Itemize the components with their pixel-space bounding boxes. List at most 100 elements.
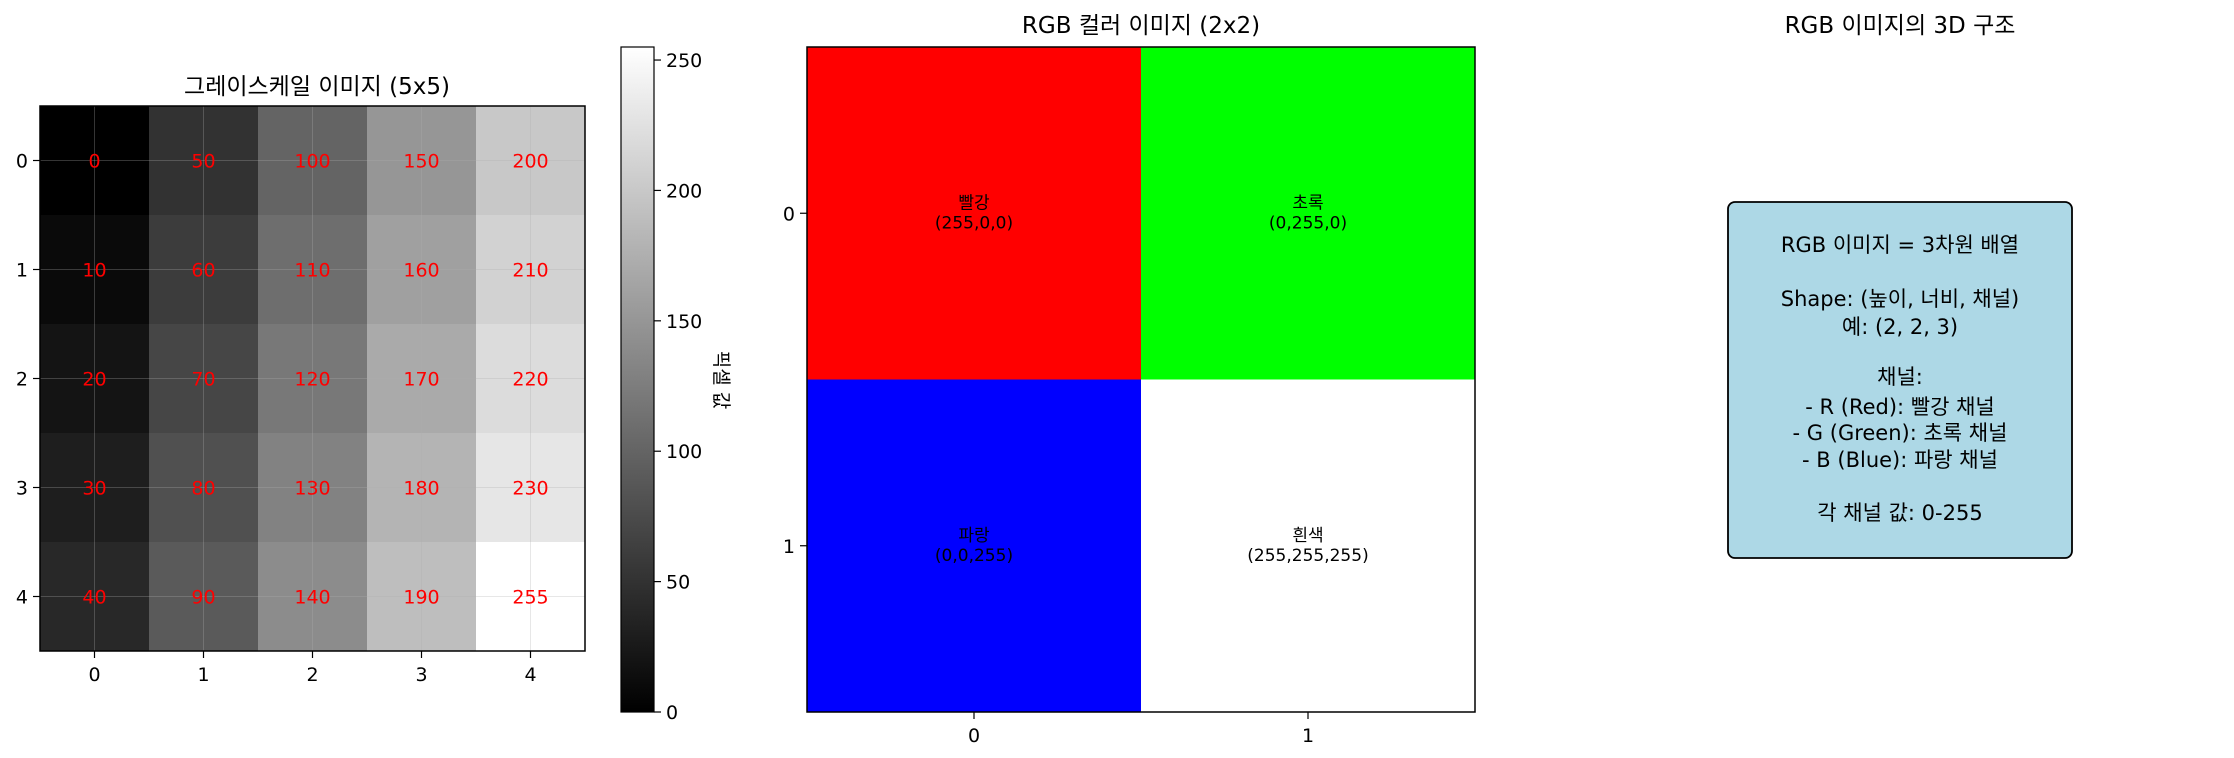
gray-cell: [258, 215, 368, 325]
gray-cell-label: 220: [512, 369, 548, 391]
colorbar-tick-label: 0: [666, 702, 678, 724]
rgb-cell: [807, 47, 1142, 380]
colorbar-tick-label: 200: [666, 180, 702, 202]
gray-cell-label: 40: [82, 587, 106, 609]
y-tick-label: 1: [16, 260, 28, 282]
gray-cell-label: 90: [191, 587, 215, 609]
rgb-cell-name: 빨강: [958, 193, 990, 213]
x-tick-label: 1: [197, 664, 209, 686]
gray-cell: [367, 106, 477, 216]
rgb-cell-value: (0,255,0): [1269, 213, 1347, 233]
gray-cell-label: 120: [294, 369, 330, 391]
rgb-cell-name: 초록: [1292, 193, 1323, 213]
gray-cell-label: 150: [403, 151, 439, 173]
y-tick-label: 3: [16, 478, 28, 500]
gray-cell: [367, 433, 477, 543]
gray-cell-label: 190: [403, 587, 439, 609]
gray-cell: [149, 324, 259, 434]
gray-cell: [149, 106, 259, 216]
y-tick-label: 1: [783, 536, 795, 558]
colorbar-tick-label: 250: [666, 50, 702, 72]
gray-cell: [258, 106, 368, 216]
gray-cell: [258, 433, 368, 543]
gray-cell-label: 140: [294, 587, 330, 609]
rgb-cell: [1141, 379, 1476, 713]
gray-cell-label: 50: [191, 151, 215, 173]
gray-cell: [149, 433, 259, 543]
rgb-cell-value: (0,0,255): [935, 546, 1013, 566]
info-line: - B (Blue): 파랑 채널: [1802, 448, 1998, 472]
colorbar-gradient: [620, 46, 655, 713]
info-panel: RGB 이미지의 3D 구조 RGB 이미지 = 3차원 배열 Shape: (높…: [1727, 13, 2073, 559]
gray-cell: [367, 542, 477, 652]
info-line: 채널:: [1877, 365, 1923, 389]
gray-cell: [476, 215, 586, 325]
gray-cell-label: 20: [82, 369, 106, 391]
y-tick-label: 0: [783, 203, 795, 225]
info-box: [1727, 201, 2073, 559]
gray-cell-label: 255: [512, 587, 548, 609]
info-line: - G (Green): 초록 채널: [1793, 421, 2008, 445]
rgb-cell: [807, 379, 1142, 713]
info-title: RGB 이미지의 3D 구조: [1785, 13, 2016, 39]
gray-cell: [40, 215, 150, 325]
rgb-panel: RGB 컬러 이미지 (2x2) 빨강(255,0,0) 초록(0,255,0) 파…: [783, 13, 1476, 747]
gray-cell-label: 200: [512, 151, 548, 173]
rgb-cell-name: 파랑: [958, 526, 990, 546]
gray-cell: [476, 433, 586, 543]
rgb-cell-value: (255,0,0): [935, 213, 1013, 233]
colorbar-tick-label: 150: [666, 311, 702, 333]
rgb-cell: [1141, 47, 1476, 380]
gray-cell-label: 160: [403, 260, 439, 282]
x-tick-label: 3: [415, 664, 427, 686]
x-tick-label: 0: [88, 664, 100, 686]
gray-cell: [367, 215, 477, 325]
grayscale-title: 그레이스케일 이미지 (5x5): [184, 74, 450, 100]
x-tick-label: 4: [524, 664, 536, 686]
gray-cell-label: 60: [191, 260, 215, 282]
gray-cell-label: 180: [403, 478, 439, 500]
y-tick-label: 2: [16, 369, 28, 391]
gray-cell: [40, 433, 150, 543]
info-line: RGB 이미지 = 3차원 배열: [1781, 233, 2019, 257]
gray-cell-label: 30: [82, 478, 106, 500]
gray-cell: [258, 542, 368, 652]
gray-cell-label: 100: [294, 151, 330, 173]
colorbar-tick-label: 50: [666, 572, 690, 594]
colorbar-tick-label: 100: [666, 441, 702, 463]
gray-cell: [476, 542, 586, 652]
x-tick-label: 0: [968, 725, 980, 747]
y-tick-label: 4: [16, 587, 28, 609]
gray-cell: [149, 542, 259, 652]
gray-cell: [149, 215, 259, 325]
info-line: - R (Red): 빨강 채널: [1805, 395, 1995, 419]
gray-cell-label: 230: [512, 478, 548, 500]
gray-cell: [367, 324, 477, 434]
gray-cell-label: 10: [82, 260, 106, 282]
gray-cell: [40, 542, 150, 652]
gray-cell-label: 0: [88, 151, 100, 173]
gray-cell-label: 70: [191, 369, 215, 391]
rgb-title: RGB 컬러 이미지 (2x2): [1022, 13, 1260, 39]
gray-cell-label: 210: [512, 260, 548, 282]
x-tick-label: 1: [1302, 725, 1314, 747]
colorbar: 0 50 100 150 200 250 픽셀 값: [620, 46, 732, 724]
gray-cell: [476, 324, 586, 434]
gray-cell: [476, 106, 586, 216]
gray-cell: [258, 324, 368, 434]
info-line: 각 채널 값: 0-255: [1817, 501, 1982, 525]
gray-cell-label: 110: [294, 260, 330, 282]
gray-cell-label: 130: [294, 478, 330, 500]
rgb-frame: [806, 46, 1476, 713]
rgb-cell-name: 흰색: [1292, 526, 1323, 546]
gray-cell: [40, 106, 150, 216]
gray-cell-label: 80: [191, 478, 215, 500]
rgb-cell-value: (255,255,255): [1247, 546, 1368, 566]
gray-cell: [40, 324, 150, 434]
x-tick-label: 2: [306, 664, 318, 686]
info-line: 예: (2, 2, 3): [1842, 315, 1958, 339]
gray-cell-label: 170: [403, 369, 439, 391]
info-line: Shape: (높이, 너비, 채널): [1781, 287, 2020, 311]
